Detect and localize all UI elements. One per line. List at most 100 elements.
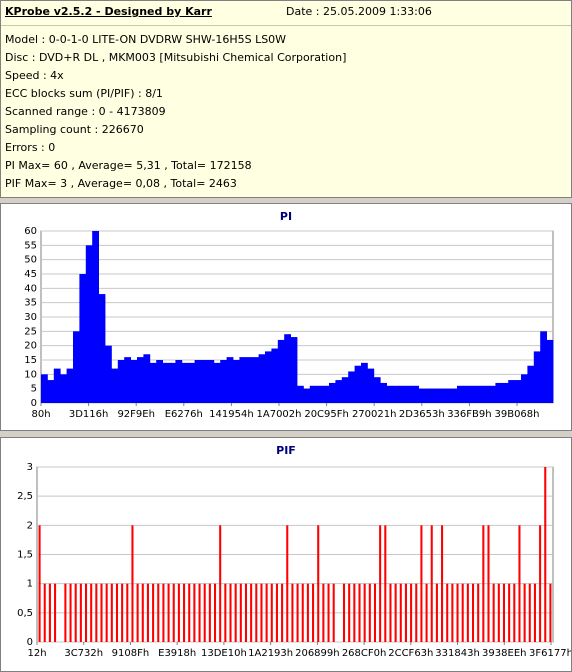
speed-line: Speed : 4x [5, 69, 64, 82]
pi-data-bar [47, 380, 55, 403]
pif-data-bar [203, 583, 206, 642]
pi-data-bar [361, 362, 368, 403]
pi-data-bar [297, 385, 304, 403]
pif-data-bar [404, 583, 407, 642]
pif-x-tick-label: 331843h [435, 648, 480, 659]
pi-data-bar [425, 388, 432, 403]
pif-data-bar [193, 583, 196, 642]
pif-data-bar [296, 583, 299, 642]
pif-x-tick-label: 206899h [295, 648, 340, 659]
pif-data-bar [461, 583, 464, 642]
pi-data-bar [226, 357, 234, 403]
pi-data-bar [85, 245, 93, 403]
pif-data-bar [384, 525, 387, 642]
pif-y-tick-label: 1 [27, 579, 33, 590]
pif-data-bar [152, 583, 155, 642]
info-panel: KProbe v2.5.2 - Designed by Karr Date : … [0, 0, 572, 198]
pif-data-bar [373, 583, 377, 642]
pi-data-bar [399, 385, 407, 403]
pi-data-bar [521, 374, 528, 403]
pi-data-bar [169, 362, 176, 403]
pif-data-bar [208, 583, 211, 642]
pi-y-tick-label: 30 [24, 312, 37, 323]
pi-x-tick-label: 2D3653h [399, 409, 445, 420]
pif-x-tick-label: 3F6177h [529, 648, 571, 659]
pif-data-bar [198, 583, 201, 642]
pif-data-bar [549, 583, 552, 642]
pif-data-bar [508, 583, 511, 642]
pi-stats-line: PI Max= 60 , Average= 5,31 , Total= 1721… [5, 159, 252, 172]
pif-data-bar [105, 583, 108, 642]
pi-y-tick-label: 5 [31, 384, 37, 395]
pi-y-tick-label: 0 [31, 398, 37, 409]
pif-data-bar [250, 583, 253, 642]
pif-data-bar [38, 525, 41, 642]
pif-data-bar [301, 583, 304, 642]
pif-stats-line: PIF Max= 3 , Average= 0,08 , Total= 2463 [5, 177, 237, 190]
pif-data-bar [312, 583, 315, 642]
pi-data-bar [175, 360, 183, 403]
pi-data-bar [335, 380, 343, 403]
pif-data-bar [213, 583, 217, 642]
pif-data-bar [141, 583, 144, 642]
pif-data-bar [162, 583, 165, 642]
pi-data-bar [508, 380, 515, 403]
errors-line: Errors : 0 [5, 141, 56, 154]
pif-data-bar [136, 583, 139, 642]
pi-data-bar [405, 385, 413, 403]
pif-data-bar [348, 583, 351, 642]
pif-data-bar [451, 583, 454, 642]
pi-data-bar [137, 357, 144, 403]
pif-data-bar [358, 583, 361, 642]
pi-data-bar [501, 382, 509, 403]
scan-date: Date : 25.05.2009 1:33:06 [286, 5, 432, 18]
ecc-line: ECC blocks sum (PI/PIF) : 8/1 [5, 87, 163, 100]
pi-data-bar [181, 362, 189, 403]
pi-data-bar [418, 388, 426, 403]
pi-y-tick-label: 60 [24, 226, 37, 237]
pif-y-tick-label: 0,5 [17, 608, 33, 619]
pif-data-bar [353, 583, 356, 642]
pif-data-bar [167, 583, 170, 642]
pi-y-tick-label: 15 [24, 355, 37, 366]
pi-data-bar [514, 380, 522, 403]
pif-x-tick-label: 3938EEh [482, 648, 526, 659]
pi-data-bar [98, 294, 106, 403]
pi-data-bar [469, 385, 477, 403]
pif-data-bar [157, 583, 160, 642]
pif-data-bar [79, 583, 82, 642]
pif-data-bar [363, 583, 366, 642]
pif-data-bar [131, 525, 134, 642]
pif-data-bar [544, 467, 547, 642]
pif-data-bar [306, 583, 309, 642]
pif-data-bar [270, 583, 273, 642]
pif-chart-panel: PIF 0 0,5 1 1,5 2 2,5 3 12h 3C732h 9108Fh E3918h 13… [0, 437, 572, 672]
pif-data-bar [90, 583, 93, 642]
pi-data-bar [476, 385, 483, 403]
pi-data-bar [546, 339, 554, 403]
pi-chart: 0 5 10 15 20 25 30 35 40 45 50 55 60 80h 3D116h 92F9Eh E… [24, 226, 554, 420]
pi-data-bar [194, 360, 202, 403]
pif-data-bar [513, 583, 516, 642]
pif-data-bar [415, 583, 418, 642]
pi-data-bar [329, 382, 336, 403]
pi-data-bar [156, 360, 163, 403]
pif-data-bar [188, 583, 191, 642]
pif-data-bar [482, 525, 485, 642]
pi-data-bar [143, 354, 151, 403]
pif-data-bar [523, 583, 526, 642]
pif-data-bar [286, 525, 289, 642]
pif-data-bar [533, 583, 536, 642]
pi-data-bar [188, 362, 195, 403]
pif-data-bar [177, 583, 180, 642]
pif-chart: 0 0,5 1 1,5 2 2,5 3 12h 3C732h 9108Fh E3918h 13DE10… [17, 462, 571, 659]
pif-data-bar [394, 583, 397, 642]
pi-x-tick-label: 141954h [209, 409, 254, 420]
pif-data-bar [219, 525, 222, 642]
pi-data-bar [162, 362, 170, 403]
pif-data-bar [183, 583, 186, 642]
pif-data-bar [368, 583, 371, 642]
pi-data-bar [220, 360, 227, 403]
pi-data-bar [431, 388, 439, 403]
pi-data-bar [309, 385, 317, 403]
